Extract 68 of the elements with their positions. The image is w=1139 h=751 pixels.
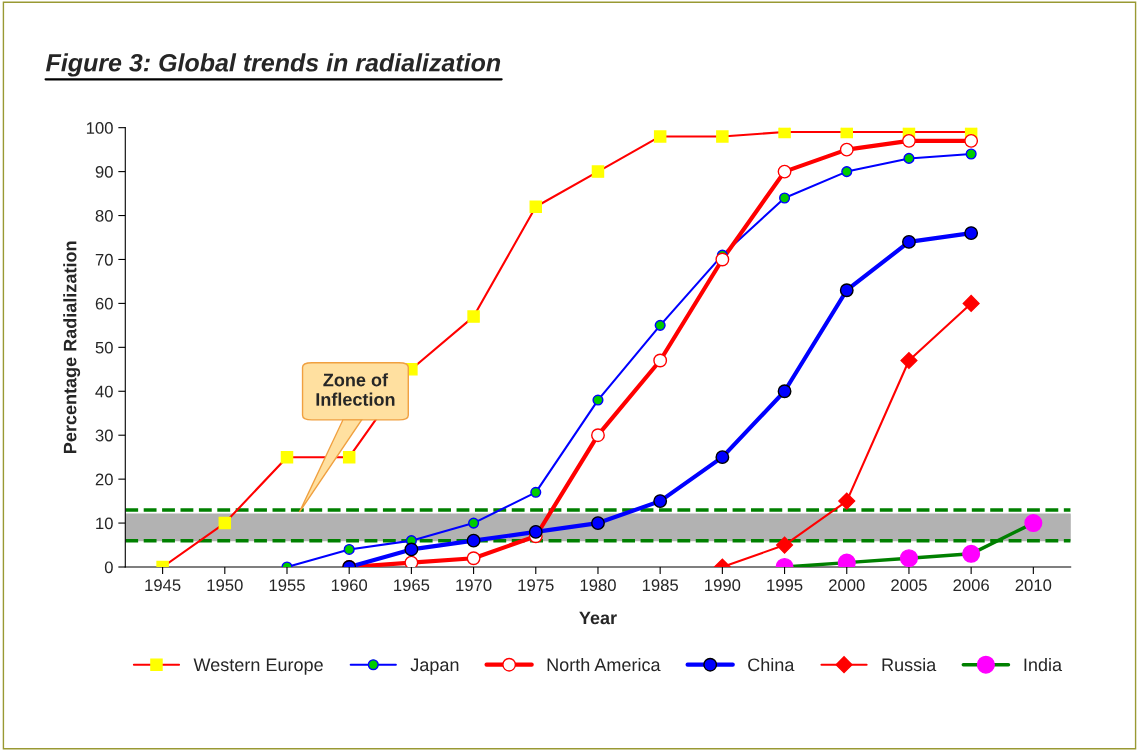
point <box>964 133 979 148</box>
y-tick-label: 0 <box>104 561 113 574</box>
x-axis-title: Year <box>579 611 617 625</box>
legend-label: North America <box>547 657 661 672</box>
point <box>900 351 918 370</box>
chart-title: Figure 3: Global trends in radialization <box>46 53 501 77</box>
legend-label: China <box>748 657 795 672</box>
point <box>962 294 980 312</box>
x-tick-label: 1990 <box>705 579 741 592</box>
x-tick-label: 2005 <box>891 579 927 592</box>
point <box>841 166 853 178</box>
x-tick-label: 1965 <box>394 579 430 592</box>
point <box>839 283 854 298</box>
point <box>838 492 856 510</box>
point <box>777 164 792 179</box>
y-tick-label: 80 <box>95 209 113 222</box>
point <box>592 394 604 406</box>
point <box>404 542 419 557</box>
y-tick-label: 90 <box>95 166 113 178</box>
x-tick-label: 1960 <box>331 579 368 592</box>
y-tick-label: 10 <box>96 517 113 530</box>
annotation: Zone of Inflection <box>316 373 395 406</box>
y-axis-title: Percentage Radialization <box>63 241 81 453</box>
point <box>964 226 979 241</box>
point <box>468 517 480 529</box>
point <box>404 555 419 567</box>
legend-label: Russia <box>882 657 937 672</box>
y-tick-label: 60 <box>95 297 113 310</box>
point <box>653 353 668 368</box>
y-tick-label: 70 <box>95 253 113 266</box>
point <box>715 450 730 465</box>
x-tick-label: 2000 <box>829 579 865 592</box>
x-tick-label: 1955 <box>269 579 305 592</box>
point <box>654 319 666 331</box>
x-tick-label: 2006 <box>953 579 989 592</box>
point <box>903 152 915 164</box>
legend-label: Japan <box>410 658 459 675</box>
point <box>343 543 355 555</box>
point <box>776 536 794 554</box>
y-tick-label: 20 <box>95 473 113 486</box>
point <box>530 486 542 498</box>
x-tick-label: 1985 <box>642 579 679 592</box>
point <box>653 494 668 509</box>
point <box>839 142 854 157</box>
y-tick-label: 30 <box>95 429 113 442</box>
y-tick-label: 40 <box>95 385 113 398</box>
legend-label: Western Europe <box>193 658 323 675</box>
x-tick-label: 1980 <box>580 579 616 592</box>
point <box>466 533 481 548</box>
x-tick-label: 2010 <box>1015 579 1052 592</box>
point <box>777 384 792 399</box>
y-tick-label: 50 <box>95 341 113 354</box>
point <box>591 428 605 443</box>
point <box>779 192 791 204</box>
x-tick-label: 1975 <box>518 579 554 592</box>
legend-label: India <box>1024 657 1063 672</box>
point <box>715 252 730 267</box>
point <box>902 234 916 249</box>
x-tick-label: 1950 <box>207 579 243 592</box>
point <box>466 551 481 566</box>
point <box>528 524 543 539</box>
point <box>965 148 977 160</box>
x-tick-label: 1970 <box>456 579 492 592</box>
x-tick-label: 1945 <box>145 579 181 592</box>
point <box>591 516 605 531</box>
point <box>902 133 916 148</box>
x-tick-label: 1995 <box>767 579 803 592</box>
y-tick-label: 100 <box>86 122 113 134</box>
